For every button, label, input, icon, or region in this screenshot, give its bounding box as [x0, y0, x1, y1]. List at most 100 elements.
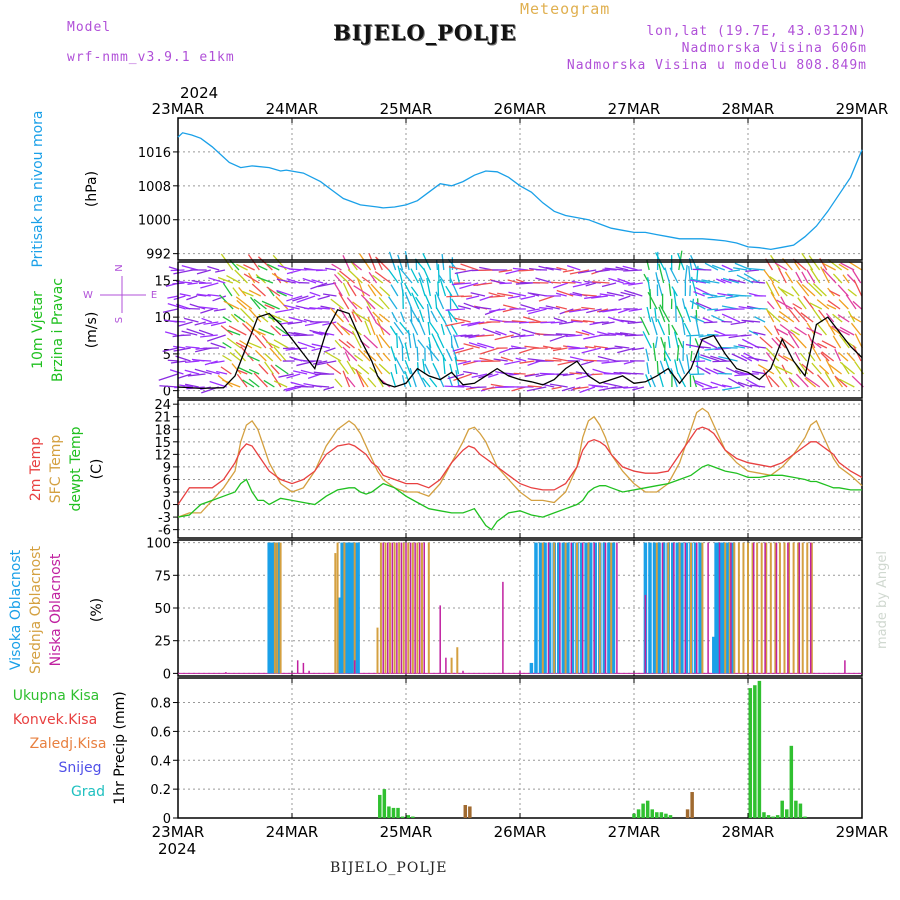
- y-tick-label: 0: [163, 667, 171, 682]
- wind-arrow: [681, 317, 686, 336]
- wind-arrow: [361, 276, 371, 284]
- low-cloud-bar: [844, 660, 846, 674]
- wind-arrow: [846, 352, 856, 362]
- wind-arrow: [736, 274, 754, 284]
- wind-arrow: [467, 321, 485, 327]
- wind-arrow: [838, 299, 849, 310]
- wind-arrow: [770, 291, 782, 310]
- wind-arrow: [317, 307, 330, 310]
- high-cloud-bar: [269, 542, 274, 674]
- wind-arrow: [645, 348, 650, 362]
- wind-arrow: [668, 283, 672, 297]
- location-coordinates: lon,lat (19.7E, 43.0312N): [646, 24, 867, 39]
- wind-arrow: [443, 320, 452, 336]
- wind-arrow: [311, 343, 331, 349]
- mid-cloud-bar: [769, 542, 772, 674]
- high-cloud-bar: [349, 542, 354, 674]
- wind-arrow: [287, 321, 303, 325]
- wind-arrow: [400, 311, 406, 323]
- wind-axis-sublabel: Brzina i Pravac: [50, 278, 66, 382]
- wind-arrow: [737, 381, 753, 388]
- high-cloud-bar: [593, 542, 597, 674]
- wind-arrow: [186, 328, 205, 336]
- mid-cloud-bar: [541, 542, 544, 674]
- wind-arrow: [796, 280, 810, 297]
- wind-arrow: [181, 330, 198, 336]
- wind-arrow: [187, 282, 198, 286]
- wind-arrow: [777, 286, 788, 297]
- pressure-line: [177, 132, 863, 251]
- temp2m-axis-label: 2m Temp: [28, 437, 44, 501]
- wind-arrow: [545, 266, 562, 271]
- wind-arrow: [568, 347, 588, 350]
- low-cloud-bar: [798, 542, 801, 674]
- total-precip-bar: [748, 688, 753, 818]
- wind-arrow: [571, 280, 582, 284]
- wind-arrow: [658, 306, 666, 323]
- mid-cloud-bar: [655, 542, 658, 674]
- wind-arrow: [173, 345, 186, 349]
- wind-arrow: [694, 380, 713, 388]
- wind-arrow: [426, 303, 431, 323]
- mid-cloud-bar: [343, 542, 346, 674]
- wind-arrow: [239, 307, 255, 323]
- wind-arrow: [463, 343, 480, 349]
- wind-arrow: [766, 310, 775, 323]
- wind-arrow: [276, 290, 287, 297]
- wind-arrow: [553, 317, 567, 323]
- wind-arrow: [591, 373, 603, 376]
- mid-cloud-bar: [751, 542, 754, 674]
- wind-arrow: [720, 278, 732, 284]
- wind-arrow: [200, 308, 214, 314]
- y-tick-label: 0: [163, 499, 171, 514]
- mid-cloud-bar: [737, 542, 740, 674]
- wind-arrow: [670, 368, 678, 388]
- cloud-unit-label: (%): [89, 598, 105, 622]
- wind-arrow: [781, 364, 788, 375]
- wind-arrow: [235, 341, 247, 349]
- total-precip-bar: [780, 800, 784, 818]
- wind-arrow: [588, 384, 609, 388]
- wind-arrow: [179, 384, 194, 388]
- wind-arrow: [318, 331, 335, 336]
- wind-arrow: [196, 269, 211, 275]
- wind-arrow: [256, 276, 274, 284]
- total-precip-bar: [803, 816, 807, 818]
- wind-arrow: [329, 307, 344, 323]
- mid-cloud-bar: [276, 542, 279, 674]
- wind-arrow: [507, 295, 521, 299]
- wind-arrow: [690, 279, 707, 284]
- wind-arrow: [540, 321, 556, 324]
- wind-arrow: [454, 356, 460, 375]
- wind-arrow: [572, 282, 590, 288]
- wind-arrow: [333, 281, 343, 297]
- high-cloud-bar: [543, 542, 547, 674]
- wind-arrow: [424, 294, 433, 310]
- wind-arrow: [586, 308, 602, 314]
- high-cloud-bar: [534, 542, 538, 674]
- wind-arrow: [417, 317, 426, 336]
- wind-arrow: [317, 295, 330, 301]
- wind-arrow: [664, 267, 671, 284]
- wind-arrow: [751, 370, 768, 375]
- x-tick-label-top: 23MAR: [152, 100, 205, 118]
- total-precip-bar: [636, 809, 641, 818]
- wind-arrow: [800, 312, 814, 323]
- wind-arrow: [288, 331, 300, 336]
- wind-arrow: [388, 269, 399, 284]
- mid-cloud-bar: [384, 542, 387, 674]
- wind-arrow: [604, 267, 624, 271]
- wind-arrow: [707, 295, 726, 299]
- wind-arrow: [799, 352, 808, 362]
- wind-arrow: [430, 310, 438, 323]
- wind-arrow: [488, 292, 501, 297]
- low-cloud-bar: [391, 542, 394, 674]
- x-tick-label-top: 24MAR: [266, 100, 319, 118]
- y-tick-label: 992: [146, 248, 171, 263]
- pressure-axis-label: Pritisak na nivou mora: [30, 110, 46, 267]
- wind-arrow: [489, 308, 506, 313]
- wind-arrow: [593, 345, 608, 349]
- wind-arrow: [810, 343, 822, 362]
- wind-arrow: [316, 360, 337, 366]
- wind-arrow: [839, 361, 855, 375]
